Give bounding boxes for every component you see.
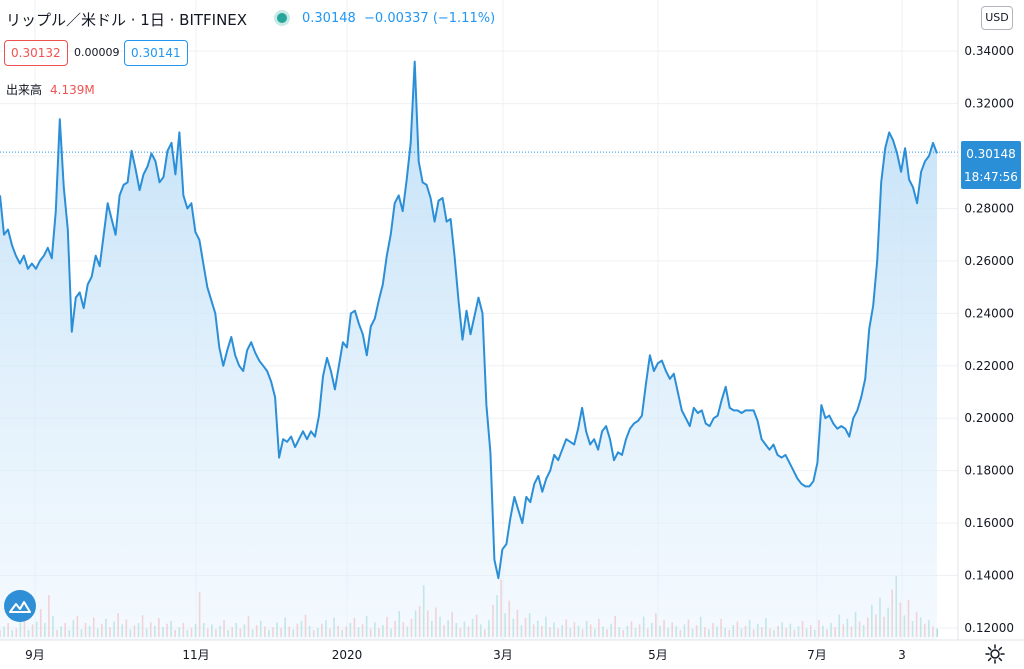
time-tick-label: 3 [898, 648, 906, 662]
tradingview-logo-icon[interactable] [4, 590, 36, 622]
price-change: −0.00337 (−1.11%) [364, 11, 496, 26]
last-price: 0.30148 [302, 11, 356, 26]
price-tick-label: 0.14000 [964, 569, 1014, 583]
price-area-fill [0, 61, 937, 641]
time-tick-label: 9月 [25, 648, 45, 662]
time-tick-label: 7月 [807, 648, 827, 662]
time-tick-label: 3月 [493, 648, 513, 662]
time-tick-label: 11月 [182, 648, 209, 662]
sell-button[interactable]: 0.30132 [4, 40, 68, 66]
price-tick-label: 0.18000 [964, 464, 1014, 478]
price-tick-label: 0.24000 [964, 306, 1014, 320]
spread-value: 0.00009 [74, 41, 120, 65]
logo-mountains-icon [9, 601, 31, 613]
time-axis[interactable]: 9月 11月 2020 3月 5月 7月 3 [0, 639, 1024, 662]
live-dot-icon [277, 13, 287, 23]
time-tick-label: 2020 [332, 648, 363, 662]
price-tick-label: 0.16000 [964, 516, 1014, 530]
price-tick-label: 0.34000 [964, 44, 1014, 58]
gear-shape [985, 644, 1005, 664]
price-tick-label: 0.12000 [964, 621, 1014, 635]
price-tag-countdown: 18:47:56 [964, 170, 1018, 184]
price-line [0, 60, 938, 580]
price-axis[interactable]: 0.12000 0.14000 0.16000 0.18000 0.20000 0.220… [957, 0, 1014, 640]
buy-button[interactable]: 0.30141 [124, 40, 188, 66]
price-tick-label: 0.32000 [964, 97, 1014, 111]
price-tag: 0.30148 18:47:56 [961, 141, 1021, 189]
gear-icon[interactable] [984, 643, 1006, 665]
price-tick-label: 0.26000 [964, 254, 1014, 268]
price-tick-label: 0.28000 [964, 201, 1014, 215]
volume-legend: 出来高 4.139M [6, 81, 95, 98]
chart-legend: リップル／米ドル · 1日 · BITFINEX 0.30148 −0.0033… [0, 0, 950, 40]
volume-label: 出来高 [6, 83, 43, 97]
price-tag-price: 0.30148 [966, 147, 1016, 161]
currency-button[interactable]: USD [981, 6, 1013, 30]
last-price-change: 0.30148 −0.00337 (−1.11%) [302, 11, 495, 26]
time-tick-label: 5月 [648, 648, 668, 662]
symbol-title[interactable]: リップル／米ドル · 1日 · BITFINEX [6, 11, 248, 29]
volume-value: 4.139M [50, 83, 95, 97]
price-tick-label: 0.20000 [964, 411, 1014, 425]
price-tick-label: 0.22000 [964, 359, 1014, 373]
price-tag-box [961, 141, 1021, 189]
